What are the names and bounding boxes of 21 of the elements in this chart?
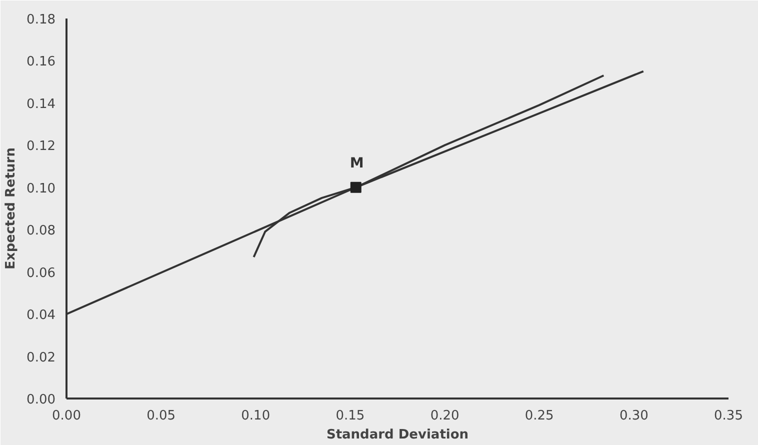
x-tick-label: 0.00	[52, 408, 81, 424]
x-tick-label: 0.15	[336, 408, 365, 424]
y-axis-title: Expected Return	[4, 148, 19, 270]
y-tick-label: 0.04	[26, 308, 56, 324]
y-tick-label: 0.12	[26, 139, 56, 154]
y-tick-label: 0.00	[26, 392, 56, 408]
x-tick-label: 0.10	[241, 408, 270, 424]
y-tick-label: 0.06	[26, 266, 56, 281]
y-tick-label: 0.16	[26, 54, 56, 70]
x-tick-label: 0.20	[430, 408, 460, 424]
y-tick-label: 0.14	[26, 96, 56, 112]
y-tick-label: 0.10	[26, 181, 56, 196]
x-tick-label: 0.25	[524, 408, 554, 424]
y-tick-label: 0.18	[26, 12, 56, 28]
y-tick-label: 0.02	[26, 350, 56, 366]
x-axis-title: Standard Deviation	[326, 428, 469, 442]
y-tick-label: 0.08	[26, 224, 56, 239]
x-tick-label: 0.35	[714, 408, 743, 424]
x-tick-label: 0.30	[619, 408, 648, 424]
annotation: M	[350, 155, 364, 172]
x-tick-label: 0.05	[146, 408, 176, 424]
